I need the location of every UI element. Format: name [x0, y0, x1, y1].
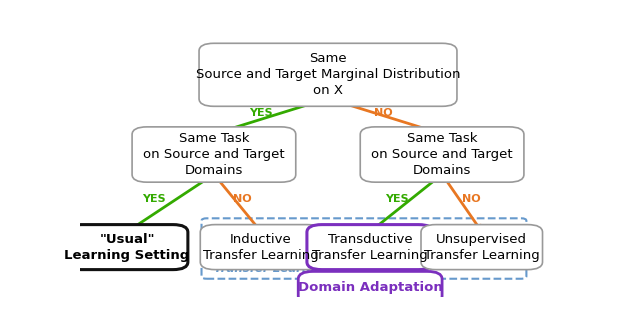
- Text: Same Task
on Source and Target
Domains: Same Task on Source and Target Domains: [143, 132, 285, 177]
- FancyBboxPatch shape: [421, 224, 543, 270]
- Text: NO: NO: [374, 108, 393, 118]
- Text: YES: YES: [141, 194, 165, 204]
- Text: YES: YES: [249, 108, 273, 118]
- Text: NO: NO: [461, 194, 480, 204]
- Text: "Usual"
Learning Setting: "Usual" Learning Setting: [65, 232, 189, 262]
- FancyBboxPatch shape: [298, 272, 442, 304]
- Text: Unsupervised
Transfer Learning: Unsupervised Transfer Learning: [424, 232, 540, 262]
- FancyBboxPatch shape: [307, 224, 433, 270]
- FancyBboxPatch shape: [199, 43, 457, 106]
- Text: Same Task
on Source and Target
Domains: Same Task on Source and Target Domains: [371, 132, 513, 177]
- Text: NO: NO: [234, 194, 252, 204]
- FancyBboxPatch shape: [200, 224, 322, 270]
- Text: Same
Source and Target Marginal Distribution
on X: Same Source and Target Marginal Distribu…: [196, 52, 460, 97]
- Text: Domain Adaptation: Domain Adaptation: [298, 281, 442, 294]
- Text: Transfer Learning: Transfer Learning: [214, 262, 331, 275]
- FancyBboxPatch shape: [67, 224, 188, 270]
- Text: Inductive
Transfer Learning: Inductive Transfer Learning: [203, 232, 319, 262]
- Text: Transductive
Transfer Learning: Transductive Transfer Learning: [312, 232, 428, 262]
- FancyBboxPatch shape: [132, 127, 296, 182]
- Text: YES: YES: [385, 194, 408, 204]
- FancyBboxPatch shape: [360, 127, 524, 182]
